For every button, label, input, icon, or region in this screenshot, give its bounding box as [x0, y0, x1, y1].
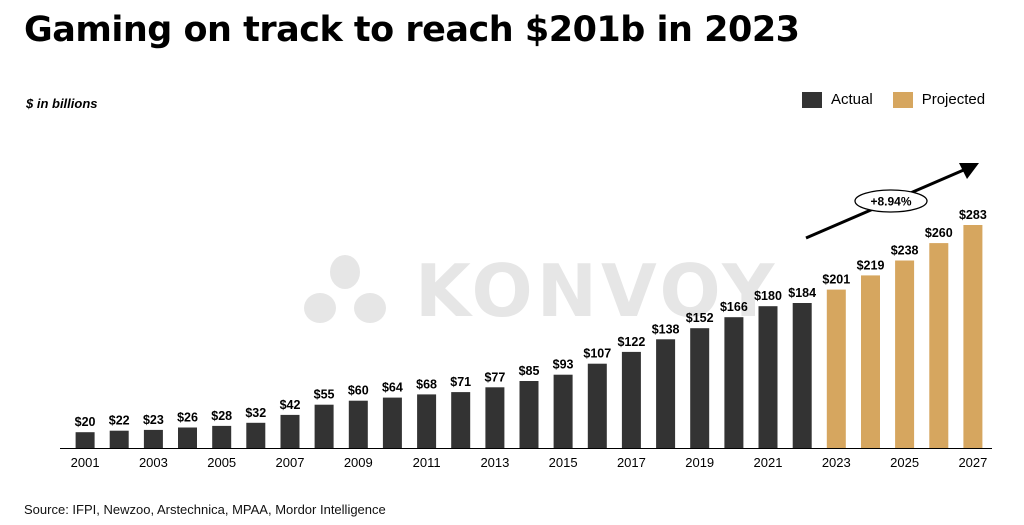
growth-annotation: +8.94%: [805, 163, 979, 240]
data-label-2017: $122: [617, 335, 645, 349]
watermark-logo-icon: [304, 255, 386, 323]
data-label-2016: $107: [583, 347, 611, 361]
data-label-2020: $166: [720, 300, 748, 314]
legend-swatch-actual: [802, 91, 822, 108]
bar-actual-2019: [690, 328, 710, 448]
bar-actual-2014: [519, 381, 539, 448]
bar-actual-2021: [758, 306, 778, 448]
growth-badge: [854, 189, 928, 213]
bar-chart: KONVOY $20 $22 $23 $26 $28 $32 $42 $55 $60 $64 $68…: [60, 163, 992, 470]
data-label-2024: $219: [857, 258, 885, 272]
growth-badge-label: +8.94%: [870, 195, 911, 209]
legend: Actual Projected: [802, 91, 985, 108]
x-tick-2011: 2011: [413, 455, 441, 470]
data-label-2002: $22: [109, 414, 130, 428]
bar-actual-2002: [109, 430, 129, 448]
bars-group: [75, 225, 983, 448]
source-note: Source: IFPI, Newzoo, Arstechnica, MPAA,…: [24, 502, 386, 517]
bar-actual-2022: [792, 303, 812, 448]
data-label-2019: $152: [686, 311, 714, 325]
data-label-2015: $93: [553, 358, 574, 372]
bar-actual-2005: [212, 425, 232, 448]
bar-actual-2009: [348, 400, 368, 448]
bar-actual-2011: [417, 394, 437, 448]
bar-projected-2024: [861, 275, 880, 448]
data-label-2018: $138: [652, 322, 680, 336]
x-tick-2003: 2003: [139, 455, 168, 470]
legend-item-projected: Projected: [892, 91, 986, 108]
x-tick-labels: 2001 2003 2005 2007 2009 2011 2013 2015 2017 2019…: [71, 455, 988, 470]
bar-actual-2016: [587, 363, 607, 448]
data-label-2023: $201: [822, 273, 850, 287]
legend-swatch-projected: [892, 91, 913, 108]
x-tick-2019: 2019: [685, 455, 714, 470]
data-label-2021: $180: [754, 289, 782, 303]
data-label-2025: $238: [891, 244, 919, 258]
data-label-2003: $23: [143, 413, 164, 427]
bar-projected-2026: [929, 243, 949, 448]
watermark-text: KONVOY: [415, 249, 778, 333]
legend-item-actual: Actual: [802, 91, 873, 108]
x-tick-2017: 2017: [617, 455, 646, 470]
data-label-2006: $32: [245, 406, 266, 420]
data-label-2009: $60: [348, 384, 369, 398]
bar-actual-2020: [724, 317, 744, 448]
data-label-2027: $283: [959, 208, 987, 222]
unit-label: $ in billions: [26, 96, 98, 111]
data-label-2026: $260: [925, 226, 953, 240]
x-tick-2001: 2001: [71, 455, 100, 470]
bar-actual-2007: [280, 414, 300, 448]
x-tick-2015: 2015: [549, 455, 578, 470]
trend-arrow-head-icon: [959, 163, 979, 179]
x-tick-2023: 2023: [822, 455, 851, 470]
bar-actual-2017: [621, 351, 641, 448]
data-label-2011: $68: [416, 377, 437, 391]
x-tick-2027: 2027: [958, 455, 987, 470]
watermark: KONVOY: [304, 249, 778, 333]
bar-actual-2013: [485, 387, 505, 448]
data-label-2004: $26: [177, 411, 198, 425]
x-tick-2025: 2025: [890, 455, 919, 470]
chart-title: Gaming on track to reach $201b in 2023: [24, 10, 800, 50]
bar-actual-2006: [246, 422, 266, 448]
bar-actual-2018: [656, 339, 676, 448]
legend-label-actual: Actual: [831, 91, 873, 108]
bar-projected-2025: [895, 260, 915, 448]
data-label-2008: $55: [314, 388, 335, 402]
data-label-2012: $71: [450, 375, 471, 389]
bar-actual-2008: [314, 404, 334, 448]
legend-label-projected: Projected: [921, 91, 986, 108]
bar-projected-2023: [826, 289, 846, 448]
x-tick-2021: 2021: [754, 455, 783, 470]
bar-actual-2015: [553, 374, 573, 448]
data-label-2014: $85: [519, 364, 540, 378]
bar-actual-2004: [178, 427, 197, 448]
bar-actual-2001: [75, 432, 95, 448]
x-tick-2009: 2009: [344, 455, 373, 470]
data-label-2001: $20: [75, 415, 96, 429]
data-labels-group: $20 $22 $23 $26 $28 $32 $42 $55 $60 $64 $68 $71 $77 $…: [75, 208, 987, 429]
bar-actual-2010: [382, 397, 402, 448]
data-label-2010: $64: [382, 381, 403, 395]
data-label-2013: $77: [484, 370, 505, 384]
data-label-2022: $184: [788, 286, 816, 300]
bar-actual-2012: [451, 392, 471, 448]
x-tick-2013: 2013: [480, 455, 509, 470]
x-tick-2005: 2005: [207, 455, 236, 470]
data-label-2005: $28: [211, 409, 232, 423]
bar-projected-2027: [963, 225, 983, 448]
bar-actual-2003: [143, 429, 163, 448]
data-label-2007: $42: [280, 398, 301, 412]
x-tick-2007: 2007: [276, 455, 305, 470]
